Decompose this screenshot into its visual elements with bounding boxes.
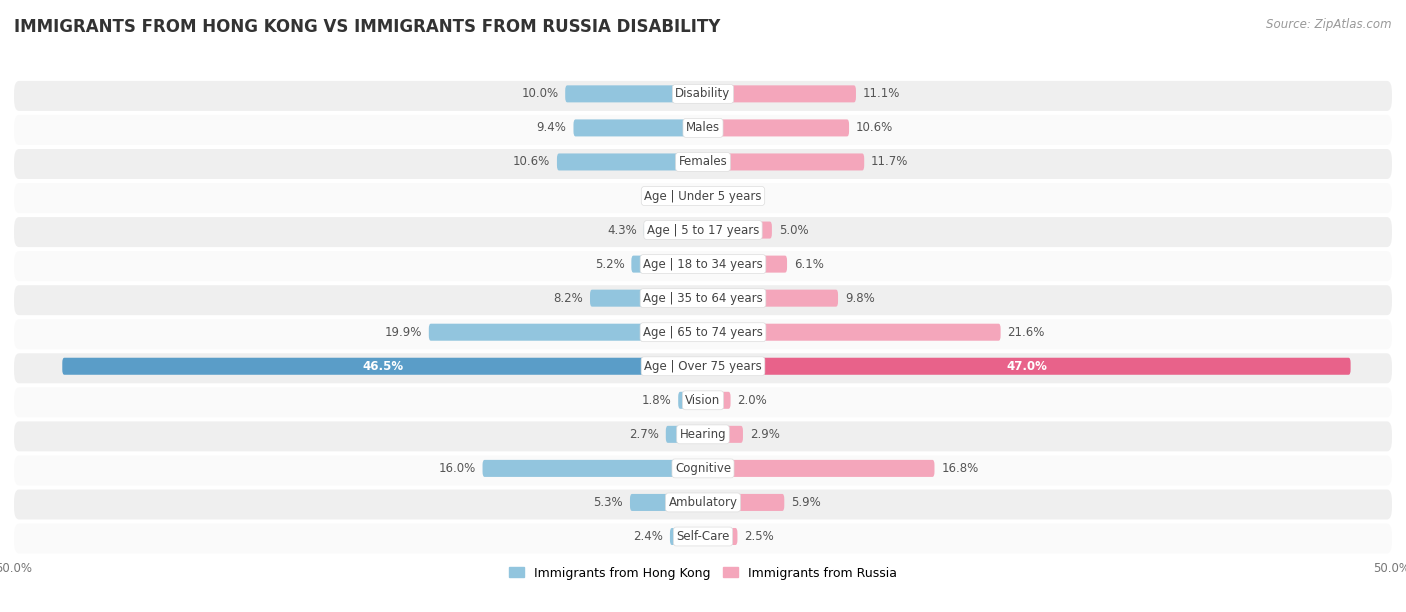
FancyBboxPatch shape [703,289,838,307]
Text: 5.2%: 5.2% [595,258,624,271]
Text: 2.7%: 2.7% [628,428,659,441]
Text: 16.0%: 16.0% [439,462,475,475]
FancyBboxPatch shape [669,528,703,545]
Text: 1.1%: 1.1% [725,190,755,203]
FancyBboxPatch shape [666,426,703,443]
FancyBboxPatch shape [703,426,742,443]
Text: Age | 35 to 64 years: Age | 35 to 64 years [643,292,763,305]
Text: Cognitive: Cognitive [675,462,731,475]
Text: 5.0%: 5.0% [779,223,808,237]
FancyBboxPatch shape [703,494,785,511]
Text: 2.9%: 2.9% [749,428,780,441]
Text: 11.1%: 11.1% [863,88,900,100]
FancyBboxPatch shape [14,285,1392,315]
FancyBboxPatch shape [14,523,1392,553]
FancyBboxPatch shape [630,494,703,511]
Text: 10.6%: 10.6% [513,155,550,168]
Text: Disability: Disability [675,88,731,100]
Text: 9.4%: 9.4% [537,121,567,135]
Text: Source: ZipAtlas.com: Source: ZipAtlas.com [1267,18,1392,31]
Text: 6.1%: 6.1% [794,258,824,271]
FancyBboxPatch shape [429,324,703,341]
Text: Age | 18 to 34 years: Age | 18 to 34 years [643,258,763,271]
Text: 16.8%: 16.8% [942,462,979,475]
Text: 2.0%: 2.0% [738,394,768,407]
FancyBboxPatch shape [14,81,1392,111]
Text: 10.0%: 10.0% [522,88,558,100]
Text: 46.5%: 46.5% [363,360,404,373]
Text: Age | Over 75 years: Age | Over 75 years [644,360,762,373]
FancyBboxPatch shape [14,115,1392,145]
Text: 21.6%: 21.6% [1008,326,1045,338]
FancyBboxPatch shape [14,183,1392,213]
FancyBboxPatch shape [565,85,703,102]
Text: 47.0%: 47.0% [1007,360,1047,373]
Text: Age | 65 to 74 years: Age | 65 to 74 years [643,326,763,338]
Text: Females: Females [679,155,727,168]
Legend: Immigrants from Hong Kong, Immigrants from Russia: Immigrants from Hong Kong, Immigrants fr… [503,562,903,584]
Text: IMMIGRANTS FROM HONG KONG VS IMMIGRANTS FROM RUSSIA DISABILITY: IMMIGRANTS FROM HONG KONG VS IMMIGRANTS … [14,18,720,36]
FancyBboxPatch shape [703,324,1001,341]
FancyBboxPatch shape [14,490,1392,520]
Text: 4.3%: 4.3% [607,223,637,237]
FancyBboxPatch shape [690,187,703,204]
FancyBboxPatch shape [703,154,865,171]
Text: 19.9%: 19.9% [384,326,422,338]
FancyBboxPatch shape [703,256,787,272]
FancyBboxPatch shape [631,256,703,272]
FancyBboxPatch shape [14,455,1392,485]
Text: Age | Under 5 years: Age | Under 5 years [644,190,762,203]
Text: 9.8%: 9.8% [845,292,875,305]
FancyBboxPatch shape [703,460,935,477]
FancyBboxPatch shape [703,119,849,136]
FancyBboxPatch shape [703,85,856,102]
Text: 1.8%: 1.8% [641,394,671,407]
Text: 0.95%: 0.95% [645,190,683,203]
FancyBboxPatch shape [557,154,703,171]
Text: Males: Males [686,121,720,135]
Text: 2.4%: 2.4% [633,530,664,543]
Text: 10.6%: 10.6% [856,121,893,135]
Text: Ambulatory: Ambulatory [668,496,738,509]
Text: 8.2%: 8.2% [554,292,583,305]
FancyBboxPatch shape [703,528,738,545]
Text: 2.5%: 2.5% [744,530,775,543]
FancyBboxPatch shape [703,187,718,204]
FancyBboxPatch shape [703,358,1351,375]
Text: Age | 5 to 17 years: Age | 5 to 17 years [647,223,759,237]
Text: Vision: Vision [685,394,721,407]
FancyBboxPatch shape [14,353,1392,383]
FancyBboxPatch shape [14,217,1392,247]
Text: Hearing: Hearing [679,428,727,441]
FancyBboxPatch shape [62,358,703,375]
FancyBboxPatch shape [644,222,703,239]
Text: 11.7%: 11.7% [872,155,908,168]
FancyBboxPatch shape [703,222,772,239]
FancyBboxPatch shape [14,387,1392,417]
FancyBboxPatch shape [14,319,1392,349]
FancyBboxPatch shape [14,149,1392,179]
Text: 5.9%: 5.9% [792,496,821,509]
Text: Self-Care: Self-Care [676,530,730,543]
FancyBboxPatch shape [14,422,1392,452]
FancyBboxPatch shape [482,460,703,477]
FancyBboxPatch shape [14,251,1392,281]
FancyBboxPatch shape [703,392,731,409]
Text: 5.3%: 5.3% [593,496,623,509]
FancyBboxPatch shape [591,289,703,307]
FancyBboxPatch shape [574,119,703,136]
FancyBboxPatch shape [678,392,703,409]
